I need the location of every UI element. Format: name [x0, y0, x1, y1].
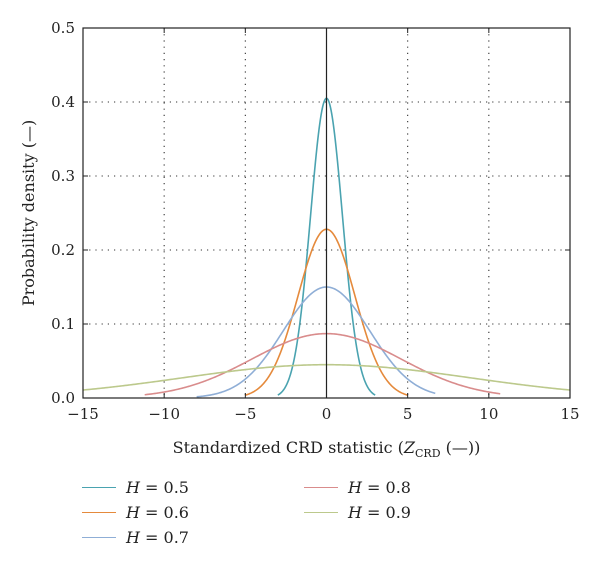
y-tick-label-3: 0.3 [51, 167, 75, 185]
legend-swatch [304, 486, 338, 488]
y-tick-label-1: 0.1 [51, 315, 75, 333]
x-tick-label-1: −10 [148, 405, 180, 423]
x-tick-label-4: 5 [403, 405, 413, 423]
legend-label: H = 0.8 [348, 477, 411, 497]
y-tick-label-2: 0.2 [51, 241, 75, 259]
grid [83, 28, 570, 398]
chart: −15 −10 −5 0 5 10 15 0.0 0.1 0.2 0.3 0.4 0.5 Probabi… [19, 19, 580, 460]
series-line-h-0-8 [144, 332, 501, 396]
x-tick-label-6: 15 [560, 405, 579, 423]
x-tick-label-2: −5 [234, 405, 256, 423]
legend-swatch [304, 511, 338, 513]
y-tick-label-5: 0.5 [51, 19, 75, 37]
x-tick-label-5: 10 [479, 405, 498, 423]
y-axis-label: Probability density (—) [19, 120, 38, 306]
legend-item-h-0-7: H = 0.7 [82, 526, 189, 548]
legend-item-h-0-6: H = 0.6 [82, 501, 189, 523]
legend-swatch [82, 486, 116, 488]
x-axis-label-var: Z [403, 438, 416, 457]
legend-label: H = 0.6 [126, 502, 189, 522]
ticks: −15 −10 −5 0 5 10 15 0.0 0.1 0.2 0.3 0.4 0.5 [51, 19, 579, 423]
legend-label: H = 0.7 [126, 527, 189, 547]
x-axis-label-prefix: Standardized CRD statistic ( [173, 438, 404, 457]
x-tick-label-3: 0 [322, 405, 332, 423]
legend-item-h-0-9: H = 0.9 [304, 501, 411, 523]
legend-swatch [82, 536, 116, 538]
legend-item-h-0-8: H = 0.8 [304, 476, 411, 498]
y-tick-label-0: 0.0 [51, 389, 75, 407]
x-axis-label-suffix: (—)) [441, 438, 481, 457]
series-line-h-0-7 [196, 286, 436, 398]
legend-swatch [82, 511, 116, 513]
legend-label: H = 0.5 [126, 477, 189, 497]
y-tick-label-4: 0.4 [51, 93, 75, 111]
x-axis-label-sub: CRD [415, 447, 441, 460]
x-tick-label-0: −15 [67, 405, 99, 423]
x-axis-label: Standardized CRD statistic (ZCRD (—)) [173, 438, 481, 460]
legend-item-h-0-5: H = 0.5 [82, 476, 189, 498]
legend-label: H = 0.9 [348, 502, 411, 522]
